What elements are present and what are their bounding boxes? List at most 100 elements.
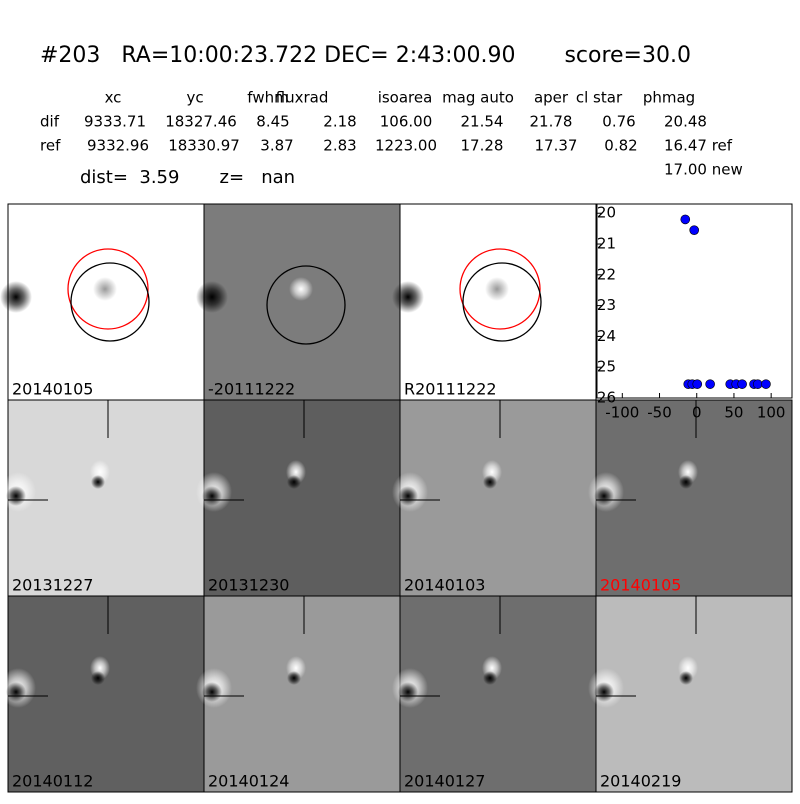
panel-label: 20140219 [600, 772, 681, 791]
source-blob [0, 281, 32, 313]
image-panel [7, 595, 205, 793]
table-cell: 2.18 [323, 113, 356, 131]
table-cell: dif [40, 113, 60, 131]
panel-label: R20111222 [404, 380, 497, 399]
source-blob [398, 682, 418, 702]
target-blob [483, 475, 497, 489]
column-header: fluxrad [276, 89, 329, 107]
panel-label: 20131227 [12, 576, 93, 595]
x-tick-label: 50 [724, 404, 743, 422]
panel-label: 20131230 [208, 576, 289, 595]
image-panel [399, 203, 597, 401]
target-blob [485, 277, 509, 301]
table-cell: 20.48 [664, 113, 707, 131]
target-blob [679, 475, 693, 489]
table-cell: 18330.97 [168, 137, 240, 155]
panel-label: 20140103 [404, 576, 485, 595]
table-cell: 106.00 [380, 113, 433, 131]
source-blob [398, 486, 418, 506]
table-cell: 3.87 [260, 137, 293, 155]
aperture [266, 265, 346, 345]
aperture-red [459, 248, 541, 330]
image-panel [399, 399, 597, 597]
target-blob [91, 475, 105, 489]
table-cell: 2.83 [323, 137, 356, 155]
column-header: cl star [576, 89, 623, 107]
image-panel [595, 595, 793, 793]
target-blob [287, 671, 301, 685]
table-cell: 17.28 [461, 137, 504, 155]
title: #203 RA=10:00:23.722 DEC= 2:43:00.90 sco… [40, 43, 691, 68]
column-header: aper [534, 89, 569, 107]
table-cell: 8.45 [256, 113, 289, 131]
source-blob [202, 486, 222, 506]
image-panel [203, 595, 401, 793]
x-tick-label: 100 [757, 404, 786, 422]
table-cell: 0.76 [602, 113, 635, 131]
column-header: xc [105, 89, 122, 107]
table-cell: 1223.00 [375, 137, 437, 155]
target-blob [91, 671, 105, 685]
image-panel [595, 399, 793, 597]
column-header: yc [186, 89, 203, 107]
point [692, 379, 703, 389]
source-blob [392, 281, 424, 313]
image-panel [203, 203, 401, 401]
panel-label: 20140127 [404, 772, 485, 791]
table-cell: 0.82 [604, 137, 637, 155]
table-cell: 21.78 [530, 113, 573, 131]
source-blob [594, 682, 614, 702]
x-tick-label: -50 [647, 404, 672, 422]
table-cell: 17.37 [535, 137, 578, 155]
target-blob [287, 475, 301, 489]
aperture [462, 262, 542, 342]
source-blob [594, 486, 614, 506]
x-tick-label: -100 [605, 404, 639, 422]
target-blob [93, 277, 117, 301]
image-panel [7, 399, 205, 597]
source-blob [202, 682, 222, 702]
y-tick-label: 20 [597, 204, 616, 222]
target-blob [483, 671, 497, 685]
image-panel [203, 399, 401, 597]
panel-label: 20140105 [12, 380, 93, 399]
y-tick-label: 25 [597, 358, 616, 376]
column-header: phmag [643, 89, 695, 107]
image-panel [7, 203, 205, 401]
y-tick-label: 26 [597, 389, 616, 407]
y-tick-label: 24 [597, 327, 616, 345]
y-tick-label: 22 [597, 265, 616, 283]
panel-label: 20140124 [208, 772, 289, 791]
image-panel [399, 595, 597, 793]
extra: 17.00 new [664, 161, 743, 179]
x-tick-label: 0 [692, 404, 702, 422]
table-cell: 18327.46 [165, 113, 237, 131]
point [752, 379, 763, 389]
table-cell: 9332.96 [87, 137, 149, 155]
point [705, 379, 715, 389]
column-header: isoarea [378, 89, 433, 107]
plot-area [596, 203, 793, 399]
y-tick-label: 23 [597, 296, 616, 314]
panel-label: -20111222 [208, 380, 295, 399]
dist: dist= 3.59 z= nan [80, 167, 295, 188]
source-blob [196, 281, 228, 313]
aperture [70, 262, 150, 342]
point [737, 379, 747, 389]
y-tick-label: 21 [597, 235, 616, 253]
table-cell: 9333.71 [84, 113, 146, 131]
table-cell: 16.47 ref [664, 137, 733, 155]
point [680, 214, 691, 225]
point [761, 379, 771, 389]
point [689, 225, 700, 235]
target-blob [679, 671, 693, 685]
column-header: mag auto [442, 89, 514, 107]
panel-label: 20140112 [12, 772, 93, 791]
source-blob [6, 682, 26, 702]
target-blob [289, 277, 313, 301]
table-cell: 21.54 [461, 113, 504, 131]
aperture-red [67, 248, 149, 330]
column-header: fwhm [247, 89, 288, 107]
table-cell: ref [40, 137, 61, 155]
